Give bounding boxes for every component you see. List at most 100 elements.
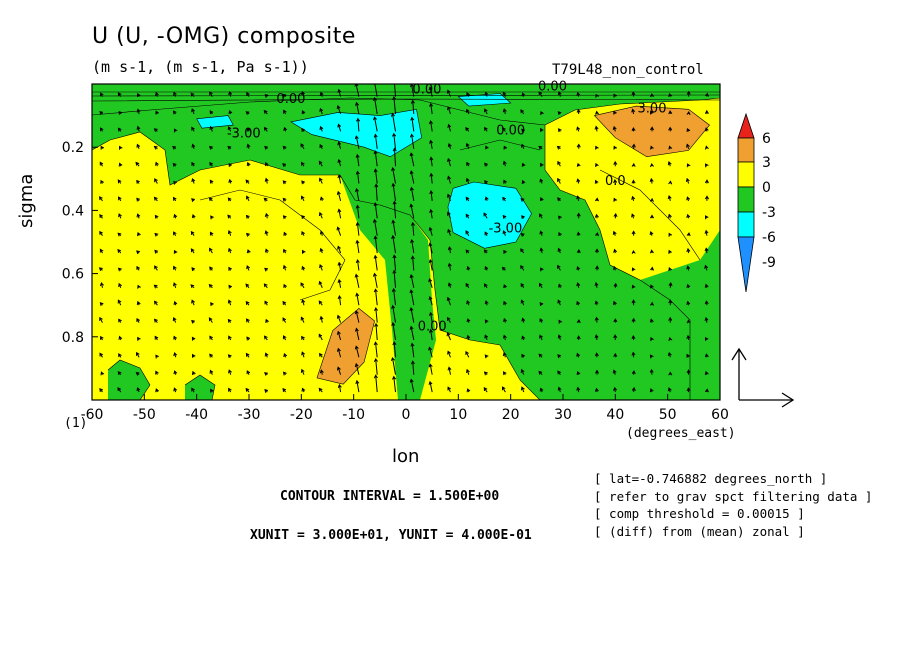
wind-vector-head-394 (483, 371, 488, 376)
wind-vector-head-425 (520, 282, 525, 288)
wind-vector-head-608 (704, 336, 709, 341)
wind-vector-head-10 (98, 267, 103, 272)
wind-vector-head-69 (155, 354, 160, 359)
wind-vector-head-528 (631, 195, 636, 200)
wind-vector-head-71 (155, 388, 160, 393)
wind-vector-head-122 (209, 335, 214, 340)
wind-vector-head-449 (539, 387, 544, 392)
wind-vector-head-125 (210, 388, 214, 393)
wind-vector-269 (356, 380, 360, 393)
wind-vector-head-451 (557, 111, 562, 116)
wind-vector-head-338 (429, 328, 433, 333)
wind-vector-head-2 (100, 127, 104, 132)
wind-vector-head-87 (173, 352, 178, 357)
wind-vector-head-66 (154, 300, 158, 305)
wind-vector-head-150 (246, 195, 250, 200)
wind-vector-head-463 (558, 319, 563, 324)
wind-vector-head-169 (264, 212, 269, 217)
wind-vector-head-207 (302, 249, 306, 254)
wind-vector-head-363 (465, 142, 470, 147)
wind-vector-head-312 (409, 186, 414, 191)
wind-vector-348 (447, 194, 451, 202)
wind-vector-head-601 (704, 215, 709, 220)
wind-vector-head-456 (557, 197, 561, 202)
wind-vector-head-430 (520, 368, 525, 373)
wind-vector-head-201 (300, 143, 305, 148)
wind-vector-head-508 (613, 160, 618, 165)
wind-vector-328 (430, 157, 433, 167)
wind-vector-head-84 (173, 300, 178, 306)
wind-vector-head-351 (447, 246, 452, 251)
wind-vector-head-493 (594, 213, 599, 218)
wind-vector-279 (374, 236, 378, 254)
wind-vector-head-220 (318, 160, 323, 165)
wind-vector-head-85 (172, 317, 177, 322)
wind-vector-head-347 (447, 175, 452, 180)
wind-vector-head-322 (410, 360, 415, 365)
wind-vector-head-444 (539, 302, 544, 306)
wind-vector-head-40 (135, 161, 140, 166)
contour-line-11 (599, 169, 701, 261)
wind-vector-head-376 (466, 368, 470, 373)
wind-vector-head-557 (649, 388, 654, 393)
wind-vector-head-80 (173, 231, 177, 236)
wind-vector-head-301 (391, 304, 396, 309)
wind-vector-332 (429, 227, 433, 236)
wind-vector-head-97 (191, 213, 196, 219)
wind-vector-head-395 (483, 386, 488, 392)
wind-vector-head-480 (576, 300, 581, 305)
wind-vector-head-29 (118, 282, 122, 287)
wind-vector-head-299 (392, 269, 397, 274)
wind-vector-230 (318, 334, 323, 341)
contour-line-1 (544, 97, 720, 126)
wind-vector-head-199 (301, 110, 306, 115)
wind-vector-head-188 (283, 231, 288, 236)
wind-vector-head-141 (227, 354, 232, 359)
x-tick-label-11: 50 (659, 407, 677, 423)
wind-vector-head-388 (484, 265, 489, 271)
wind-vector-head-302 (391, 321, 396, 327)
wind-vector-head-422 (520, 232, 525, 237)
wind-vector-322 (412, 361, 415, 375)
wind-vector-308 (411, 117, 415, 132)
wind-vector-head-50 (137, 336, 141, 341)
wind-vector-head-32 (118, 335, 123, 340)
wind-vector-head-465 (557, 354, 562, 359)
wind-vector-head-204 (300, 195, 305, 200)
wind-vector-head-359 (447, 386, 452, 391)
wind-vector-head-432 (538, 91, 543, 96)
wind-vector-head-468 (576, 91, 581, 96)
wind-vector-head-318 (409, 289, 414, 294)
wind-vector-head-59 (154, 178, 158, 183)
wind-vector-246 (338, 295, 342, 306)
wind-vector-head-555 (649, 354, 654, 359)
wind-vector-346 (447, 158, 451, 167)
wind-vector-301 (392, 305, 396, 323)
wind-vector-head-160 (246, 370, 251, 375)
wind-vector-head-221 (319, 177, 323, 182)
wind-vector-head-58 (155, 161, 159, 166)
wind-vector-head-574 (668, 371, 673, 376)
wind-vector-head-434 (540, 127, 544, 132)
wind-vector-head-473 (576, 178, 581, 183)
y-tick-label-3: 0.8 (62, 330, 84, 346)
wind-vector-head-229 (319, 315, 324, 320)
x-tick-label-12: 60 (711, 407, 729, 423)
wind-vector-head-380 (484, 126, 488, 131)
wind-vector-head-166 (264, 161, 269, 167)
wind-vector-235 (337, 105, 342, 115)
wind-vector-head-314 (410, 221, 415, 226)
wind-vector-head-602 (704, 229, 709, 234)
wind-vector-head-490 (595, 162, 599, 167)
wind-vector-head-398 (501, 127, 506, 132)
wind-vector-head-235 (336, 104, 341, 110)
wind-vector-head-178 (264, 372, 268, 376)
wind-vector-head-104 (191, 336, 196, 341)
wind-vector-head-62 (154, 232, 159, 237)
wind-vector-head-56 (153, 128, 158, 133)
wind-vector-head-438 (539, 196, 544, 202)
wind-vector-head-38 (136, 125, 141, 130)
wind-vector-head-349 (447, 211, 451, 216)
wind-vector-298 (393, 255, 396, 271)
wind-vector-head-70 (155, 370, 159, 375)
